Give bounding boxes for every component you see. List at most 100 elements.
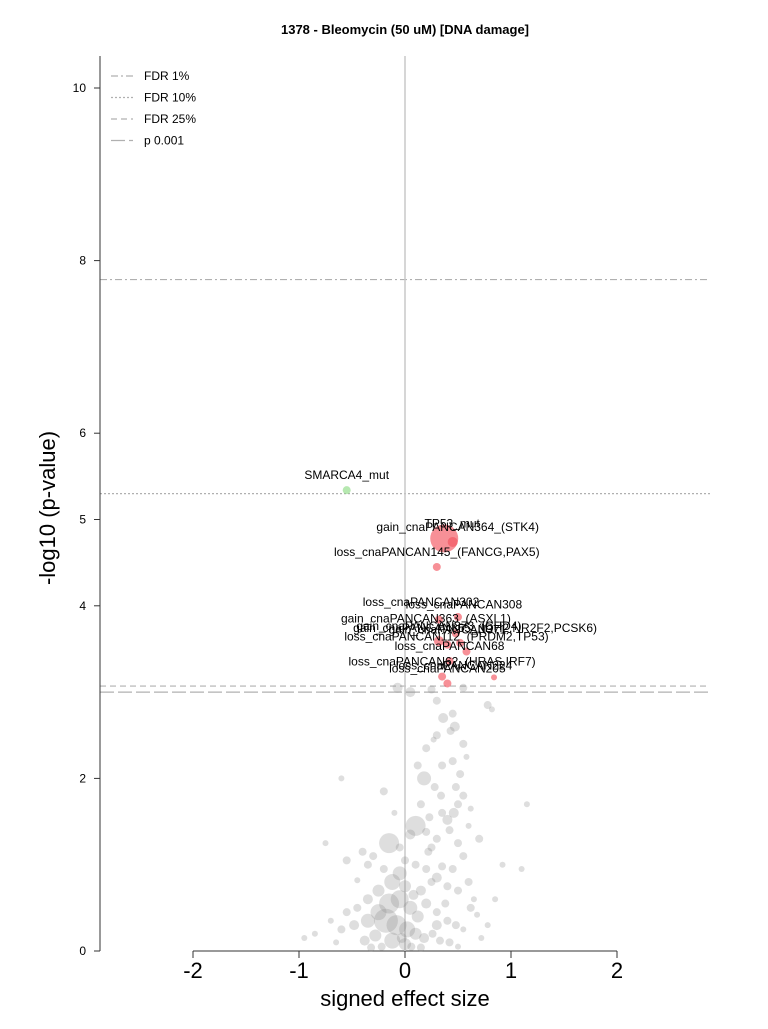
y-tick-label: 8	[79, 254, 86, 268]
data-point-background	[377, 942, 386, 951]
data-point-background	[430, 736, 437, 743]
data-point-background	[431, 872, 442, 883]
data-point-background	[342, 908, 351, 917]
data-point-significant	[432, 562, 441, 571]
data-point-background	[409, 927, 422, 940]
data-point-background	[445, 938, 454, 947]
data-point-significant	[434, 615, 443, 624]
data-point-background	[465, 822, 472, 829]
data-point-background	[475, 834, 484, 843]
data-point-background	[384, 932, 401, 949]
data-point-significant	[462, 647, 471, 656]
data-point-background	[349, 920, 360, 931]
data-point-background	[354, 877, 361, 884]
data-point-label: loss_cnaPANCAN112_(PRDM2,TP53)	[344, 630, 548, 644]
data-point-background	[437, 791, 446, 800]
x-tick-label: -1	[289, 958, 309, 983]
data-point-background	[424, 847, 433, 856]
data-point-background	[432, 696, 441, 705]
data-point-background	[438, 712, 449, 723]
data-point-background	[379, 893, 400, 914]
data-point-label: loss_cnaPANCAN308	[406, 598, 523, 612]
data-point-significant	[456, 638, 465, 647]
data-point-background	[353, 903, 362, 912]
y-tick-label: 4	[79, 599, 86, 613]
data-point-background	[379, 787, 388, 796]
legend-entry-label: FDR 25%	[144, 112, 196, 126]
data-point-label: gain_cnaPANCAN371	[388, 623, 506, 637]
data-point-background	[405, 815, 426, 836]
data-point-background	[427, 843, 436, 852]
data-point-background	[405, 829, 416, 840]
data-point-background	[407, 942, 416, 951]
data-point-background	[413, 761, 422, 770]
data-point-background	[466, 903, 475, 912]
data-point-background	[422, 827, 431, 836]
y-tick-label: 5	[79, 513, 86, 527]
data-point-background	[483, 701, 492, 710]
data-point-background	[474, 911, 481, 918]
data-point-background	[432, 731, 441, 740]
data-point-background	[399, 880, 411, 893]
y-tick-label: 0	[79, 944, 86, 958]
data-point-background	[390, 890, 409, 909]
chart-title: 1378 - Bleomycin (50 uM) [DNA damage]	[281, 22, 529, 37]
data-point-background	[448, 807, 459, 818]
data-point-background	[359, 935, 370, 946]
data-point-background	[456, 770, 465, 779]
data-point-background	[427, 685, 436, 694]
data-point-background	[463, 753, 470, 760]
data-point-background	[399, 938, 411, 951]
data-point-background	[422, 865, 431, 874]
data-point-background	[392, 866, 407, 881]
data-point-label: gain_cnaPANCAN363_(ASXL1)	[341, 611, 511, 625]
data-point-background	[379, 833, 400, 854]
data-point-background	[370, 904, 387, 921]
data-point-background	[421, 898, 432, 909]
data-point-background	[373, 908, 398, 933]
data-point-background	[443, 882, 452, 891]
data-point-label: gain_cnaPANCAN365_(IDH2,NR2F2,PCSK6)	[353, 621, 597, 635]
data-point-background	[411, 910, 424, 923]
data-point-background	[422, 744, 431, 753]
data-point-significant	[443, 640, 452, 649]
y-tick-label: 6	[79, 426, 86, 440]
data-point-background	[362, 894, 373, 905]
legend-entry-label: p 0.001	[144, 134, 184, 148]
data-point-significant	[443, 679, 452, 688]
data-point-background	[419, 933, 430, 944]
data-point-background	[392, 682, 403, 693]
data-point-background	[411, 860, 420, 869]
data-point-background	[451, 921, 460, 930]
data-point-background	[427, 877, 436, 886]
data-point-background	[459, 683, 468, 692]
data-point-background	[428, 929, 437, 938]
data-point-label: loss_cnaPANCAN145_(FANCG,PAX5)	[334, 545, 540, 559]
data-point-background	[492, 896, 499, 903]
data-point-background	[438, 862, 447, 871]
data-point-background	[333, 939, 340, 946]
data-point-background	[301, 935, 308, 942]
data-point-background	[401, 856, 409, 865]
data-point-background	[454, 839, 462, 848]
data-point-background	[484, 922, 491, 929]
data-point-background	[448, 865, 457, 874]
data-point-background	[416, 800, 425, 809]
data-point-background	[441, 899, 450, 908]
data-point-significant	[445, 657, 454, 666]
data-point-background	[417, 771, 432, 786]
data-point-background	[395, 843, 404, 852]
data-point-background	[448, 757, 457, 766]
data-point-background	[430, 783, 439, 792]
data-point-background	[454, 800, 462, 809]
axes: 0 2 4 5 6 8 10 -2 -1 0 1 2	[73, 56, 623, 983]
data-point-background	[403, 900, 418, 915]
x-tick-label: -2	[183, 958, 203, 983]
data-point-background	[416, 943, 425, 952]
data-point-background	[431, 920, 442, 931]
data-point-background	[391, 809, 398, 816]
legend-entry-label: FDR 1%	[144, 69, 190, 83]
data-point-label: TP53_mut	[425, 516, 481, 530]
data-point-background	[488, 706, 495, 713]
